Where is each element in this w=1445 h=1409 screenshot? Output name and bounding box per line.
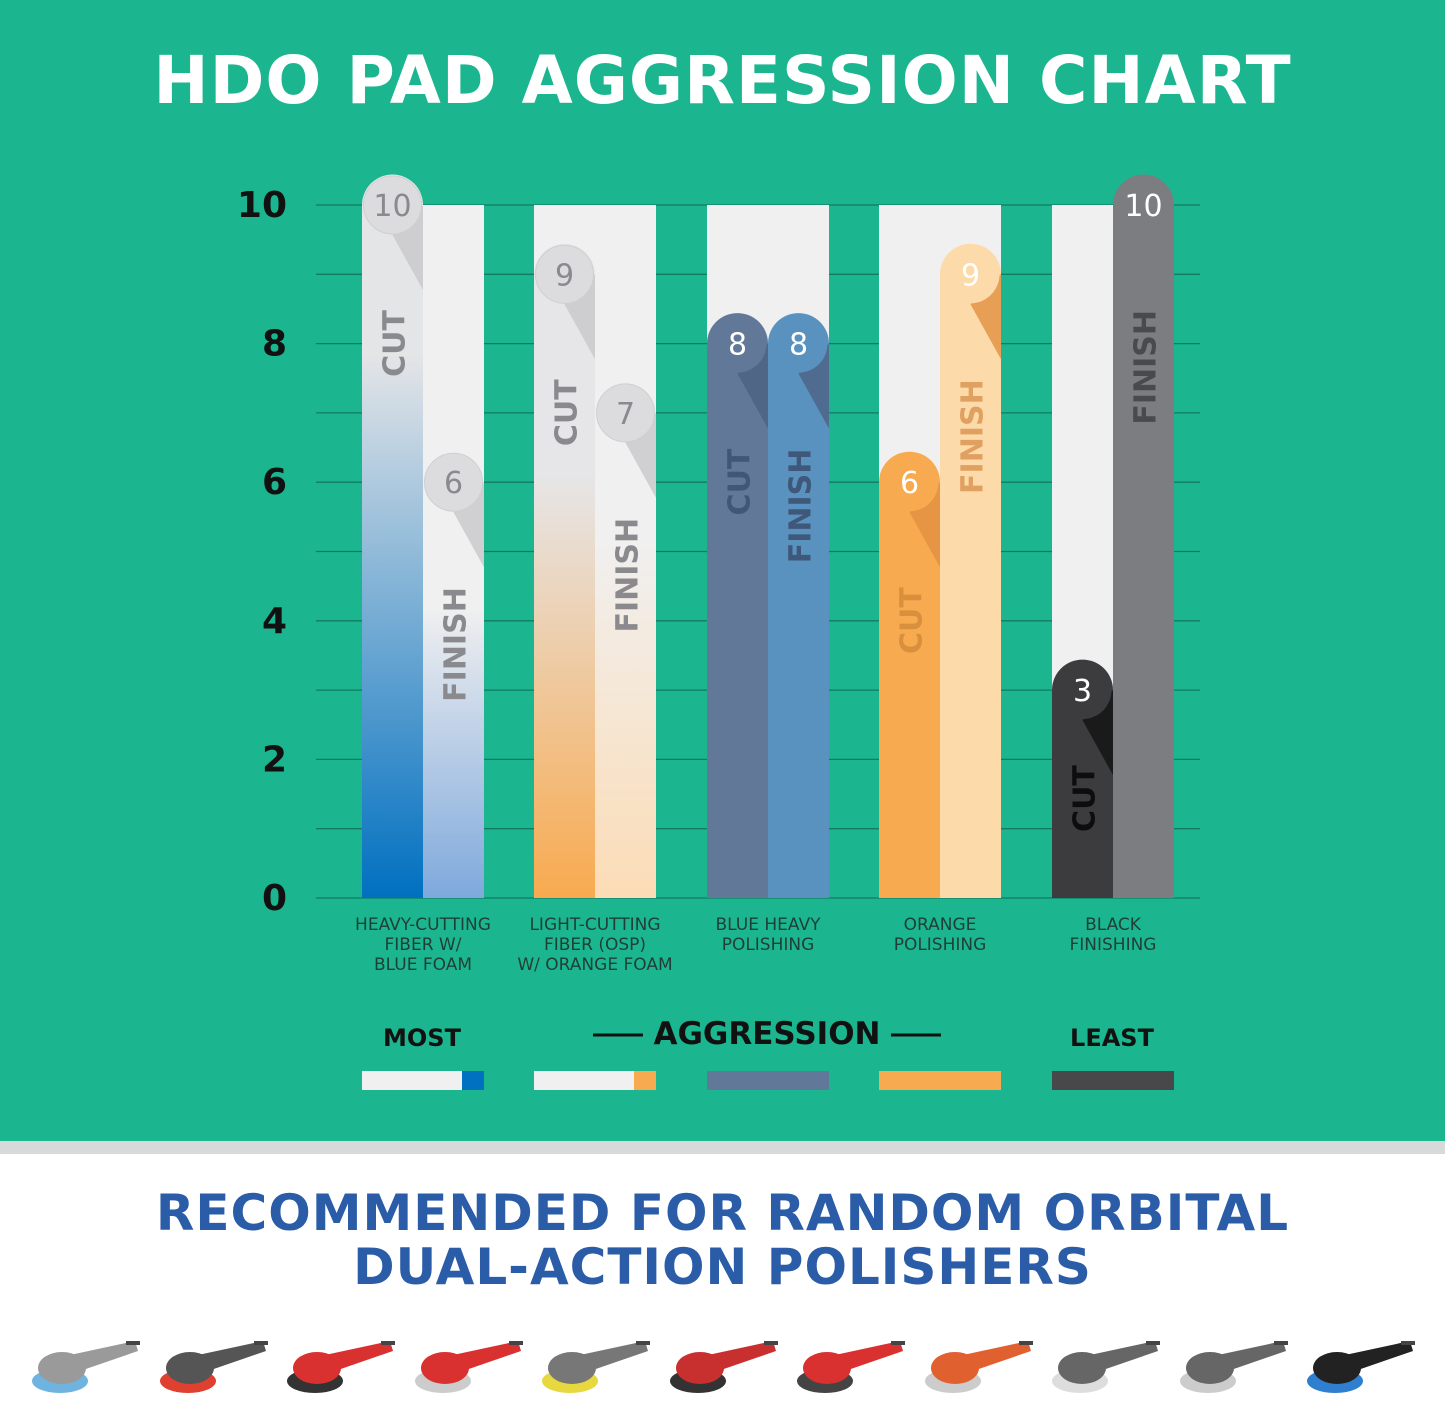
data-label: 7	[616, 397, 635, 432]
bar-shadow	[392, 205, 423, 290]
cut-bar	[362, 174, 423, 898]
value-badge	[535, 244, 594, 304]
x-tick-label: BLUE HEAVY	[716, 915, 822, 935]
series-label: FINISH	[784, 449, 819, 564]
series-label: CUT	[378, 309, 413, 376]
series-label: CUT	[1068, 765, 1103, 832]
chart-title: HDO PAD AGGRESSION CHART	[153, 42, 1292, 119]
data-label: 6	[900, 466, 919, 501]
x-tick-label: BLUE FOAM	[374, 955, 472, 975]
bar-shadow	[909, 482, 940, 568]
cut-bar	[879, 451, 940, 898]
polisher-image	[414, 1340, 523, 1393]
bar-shadow	[625, 412, 656, 498]
legend-swatch	[879, 1071, 1001, 1090]
bar-shadow	[1082, 690, 1113, 776]
value-badge	[769, 314, 828, 373]
bar-shadow	[798, 343, 829, 429]
polisher-image	[542, 1340, 650, 1393]
legend-swatch	[707, 1071, 829, 1090]
polisher-image	[669, 1340, 778, 1393]
finish-bar	[768, 313, 829, 899]
legend-most: MOST	[383, 1024, 462, 1052]
data-label: 9	[555, 258, 574, 293]
value-badge	[941, 245, 1000, 304]
x-tick-label: POLISHING	[894, 935, 987, 955]
y-tick-label: 0	[262, 878, 287, 919]
subtitle: RECOMMENDED FOR RANDOM ORBITAL DUAL-ACTI…	[0, 1186, 1445, 1294]
cut-bar	[534, 243, 595, 898]
value-badge	[424, 452, 483, 512]
y-tick-label: 4	[262, 601, 287, 642]
polisher-image	[1052, 1340, 1160, 1393]
y-tick-label: 8	[262, 324, 287, 365]
data-label: 8	[728, 328, 747, 363]
legend-aggression: AGGRESSION	[653, 1016, 880, 1052]
series-label: FINISH	[956, 379, 991, 494]
data-label: 3	[1073, 674, 1092, 709]
polisher-image	[797, 1340, 905, 1393]
cut-bar	[707, 313, 768, 899]
polisher-images	[30, 1320, 1420, 1400]
legend-swatch	[1052, 1071, 1174, 1090]
bar-shadow	[970, 274, 1001, 360]
x-tick-label: FINISHING	[1069, 935, 1156, 955]
legend-swatch	[534, 1071, 634, 1090]
x-tick-label: ORANGE	[904, 915, 977, 935]
series-label: FINISH	[439, 587, 474, 702]
data-label: 10	[373, 189, 411, 224]
y-tick-label: 10	[237, 185, 287, 226]
x-tick-label: W/ ORANGE FOAM	[517, 955, 672, 975]
polisher-image	[32, 1340, 140, 1393]
y-tick-label: 2	[262, 739, 287, 780]
subtitle-line: RECOMMENDED FOR RANDOM ORBITAL	[155, 1184, 1290, 1242]
x-tick-label: FIBER (OSP)	[544, 935, 646, 955]
subtitle-line: DUAL-ACTION POLISHERS	[353, 1238, 1092, 1296]
x-tick-label: LIGHT-CUTTING	[529, 915, 660, 935]
polisher-image	[1307, 1340, 1415, 1393]
legend-least: LEAST	[1070, 1024, 1155, 1052]
x-tick-label: BLACK	[1085, 915, 1142, 935]
series-label: CUT	[895, 587, 930, 654]
data-label: 10	[1124, 189, 1162, 224]
data-label: 8	[789, 328, 808, 363]
bar-shadow	[564, 274, 595, 360]
x-tick-label: HEAVY-CUTTING	[355, 915, 491, 935]
series-label: FINISH	[1129, 310, 1164, 425]
y-tick-label: 6	[262, 462, 287, 503]
x-tick-label: POLISHING	[722, 935, 815, 955]
value-badge	[363, 175, 422, 235]
data-label: 6	[444, 466, 463, 501]
legend-swatch	[462, 1071, 484, 1090]
finish-bar	[1113, 174, 1174, 898]
finish-bar	[940, 243, 1001, 898]
legend-swatch	[634, 1071, 656, 1090]
finish-bar	[423, 451, 484, 898]
data-label: 9	[961, 258, 980, 293]
value-badge	[880, 453, 939, 512]
bar-shadow	[737, 343, 768, 429]
value-badge	[1053, 661, 1112, 720]
legend-swatch	[362, 1071, 462, 1090]
polisher-image	[1179, 1340, 1288, 1393]
bar-shadow	[453, 482, 484, 568]
polisher-image	[159, 1340, 268, 1393]
divider	[0, 1141, 1445, 1154]
x-tick-label: FIBER W/	[385, 935, 462, 955]
polisher-image	[924, 1340, 1033, 1393]
series-label: FINISH	[611, 518, 646, 633]
polisher-image	[287, 1340, 395, 1393]
value-badge	[708, 314, 767, 373]
value-badge	[596, 383, 655, 443]
series-label: CUT	[723, 448, 758, 515]
finish-bar	[595, 382, 656, 898]
series-label: CUT	[550, 379, 585, 446]
value-badge	[1114, 176, 1173, 234]
